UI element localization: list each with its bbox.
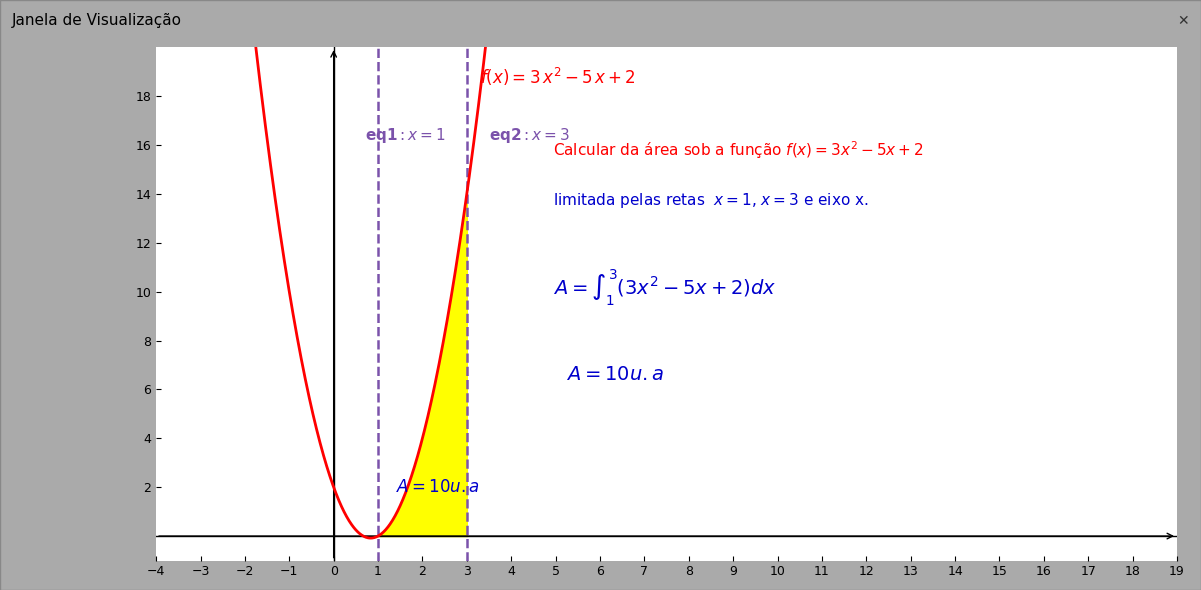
Text: Calcular da área sob a função $f(x) = 3x^2 - 5x + 2$: Calcular da área sob a função $f(x) = 3x…: [554, 140, 924, 161]
Text: $A = 10u.a$: $A = 10u.a$: [396, 478, 479, 496]
Text: $\mathbf{eq2}: x = 3$: $\mathbf{eq2}: x = 3$: [489, 126, 570, 145]
Text: limitada pelas retas  $x = 1$, $x = 3$ e eixo x.: limitada pelas retas $x = 1$, $x = 3$ e …: [554, 191, 868, 210]
Text: $\mathbf{eq1}: x = 1$: $\mathbf{eq1}: x = 1$: [365, 126, 446, 145]
Text: Janela de Visualização: Janela de Visualização: [12, 13, 183, 28]
Text: $A = \int_1^3 (3x^2 - 5x + 2)dx$: $A = \int_1^3 (3x^2 - 5x + 2)dx$: [554, 268, 777, 308]
Text: $f(x) = 3\,x^2 - 5\,x + 2$: $f(x) = 3\,x^2 - 5\,x + 2$: [480, 65, 637, 88]
Text: $A = 10u.a$: $A = 10u.a$: [566, 365, 664, 385]
Text: ✕: ✕: [1177, 14, 1189, 28]
